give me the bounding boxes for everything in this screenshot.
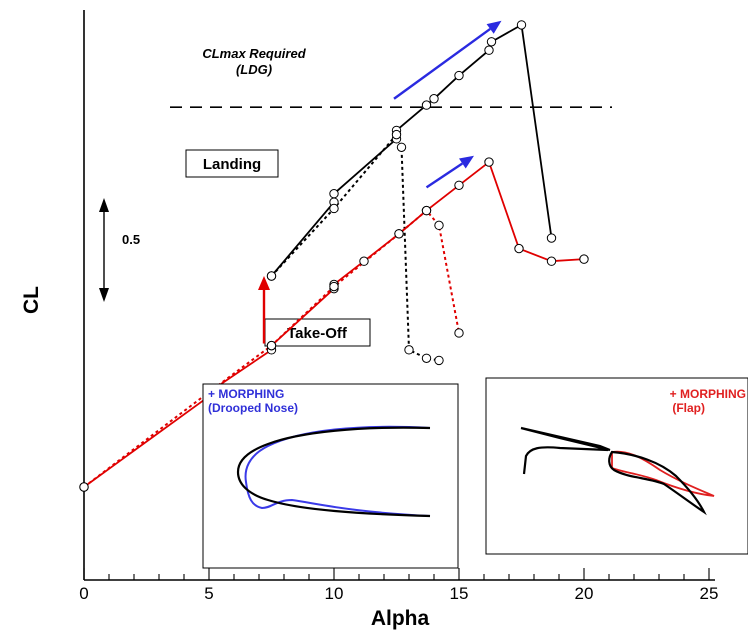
takeoff-label: Take-Off	[287, 325, 348, 342]
clmax-required-label: CLmax Required	[202, 46, 306, 61]
data-point	[429, 94, 439, 104]
data-point	[579, 254, 589, 264]
data-point	[484, 45, 494, 55]
trend-arrow-shaft-1	[425, 162, 464, 189]
data-point	[421, 205, 432, 216]
data-point	[514, 243, 524, 254]
data-point	[454, 328, 464, 338]
morphed-flap-profile	[611, 450, 715, 497]
takeoff-label-box	[264, 318, 371, 347]
x-axis-title: Alpha	[371, 607, 430, 630]
data-point	[454, 180, 464, 190]
inset-drooped-nose: + MORPHING (Drooped Nose)	[202, 383, 459, 569]
scale-bar	[99, 198, 109, 302]
data-point	[546, 256, 557, 266]
trend-arrow-head-1	[459, 155, 474, 169]
landing-label: Landing	[203, 156, 261, 173]
baseline-nose-profile	[236, 426, 431, 518]
data-point	[546, 233, 557, 243]
trend-arrow-head-0	[486, 20, 502, 34]
data-point	[359, 256, 369, 266]
data-point	[396, 142, 407, 152]
trend-arrow-shaft-0	[393, 27, 491, 100]
inset-flap-title: + MORPHING	[670, 387, 746, 401]
x-tick-label: 20	[575, 584, 594, 603]
data-point	[421, 100, 432, 110]
data-point	[516, 20, 527, 30]
x-tick-label: 0	[79, 584, 88, 603]
data-point	[329, 189, 339, 199]
x-axis-tick-labels: 0 5 10 15 20 25	[79, 584, 718, 603]
data-point	[486, 37, 497, 47]
data-point	[434, 220, 444, 231]
data-point	[454, 70, 464, 81]
arrow-layer	[258, 20, 502, 344]
data-point	[266, 271, 277, 281]
inset-flap-subtitle: (Flap)	[672, 401, 705, 415]
data-point	[421, 353, 432, 363]
x-axis-ticks	[83, 568, 710, 580]
data-point	[329, 281, 339, 292]
baseline-flap-profile	[608, 450, 707, 516]
data-point	[404, 345, 414, 355]
scale-bar-label: 0.5	[122, 232, 140, 247]
data-point	[391, 129, 402, 140]
series-line-0	[270, 23, 553, 277]
main-element-profile	[520, 426, 611, 475]
data-point	[394, 229, 404, 239]
landing-label-box	[185, 149, 279, 178]
data-point	[484, 157, 494, 167]
x-tick-label: 10	[325, 584, 344, 603]
data-point	[434, 355, 444, 366]
x-tick-label: 25	[700, 584, 719, 603]
inset-nose-title: + MORPHING	[208, 387, 284, 401]
data-point	[266, 340, 277, 351]
clmax-required-sublabel: (LDG)	[236, 62, 272, 77]
inset-flap: + MORPHING (Flap)	[485, 377, 748, 555]
y-axis-title: CL	[20, 286, 43, 314]
x-tick-label: 5	[204, 584, 213, 603]
data-point	[79, 482, 89, 492]
data-point	[329, 203, 339, 214]
trend-arrow-head-2	[258, 276, 270, 290]
x-tick-label: 15	[450, 584, 469, 603]
inset-nose-subtitle: (Drooped Nose)	[208, 401, 298, 415]
